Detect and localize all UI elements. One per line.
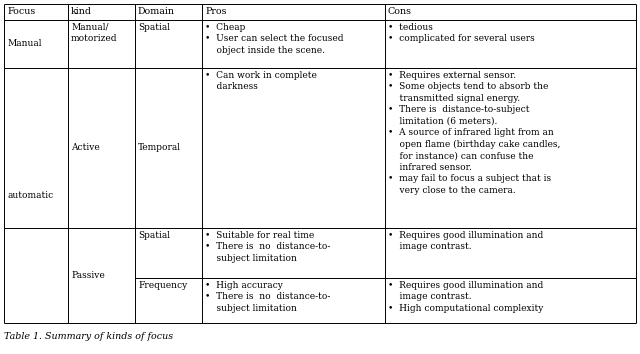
Text: Spatial: Spatial [138, 23, 170, 32]
Text: Spatial: Spatial [138, 231, 170, 240]
Text: Focus: Focus [7, 7, 35, 16]
Text: Temporal: Temporal [138, 143, 181, 153]
Text: automatic: automatic [7, 191, 53, 200]
Text: •  High accuracy
•  There is  no  distance-to-
    subject limitation: • High accuracy • There is no distance-t… [205, 281, 330, 313]
Text: •  Requires good illumination and
    image contrast.
•  High computational comp: • Requires good illumination and image c… [388, 281, 543, 313]
Text: Table 1. Summary of kinds of focus: Table 1. Summary of kinds of focus [4, 332, 173, 341]
Text: kind: kind [71, 7, 92, 16]
Text: Manual/
motorized: Manual/ motorized [71, 23, 118, 44]
Text: Passive: Passive [71, 271, 105, 280]
Text: •  tedious
•  complicated for several users: • tedious • complicated for several user… [388, 23, 535, 44]
Text: •  Requires good illumination and
    image contrast.: • Requires good illumination and image c… [388, 231, 543, 251]
Text: •  Suitable for real time
•  There is  no  distance-to-
    subject limitation: • Suitable for real time • There is no d… [205, 231, 330, 263]
Text: Frequency: Frequency [138, 281, 188, 290]
Text: •  Requires external sensor.
•  Some objects tend to absorb the
    transmitted : • Requires external sensor. • Some objec… [388, 71, 561, 195]
Text: Manual: Manual [7, 40, 42, 48]
Text: Active: Active [71, 143, 100, 153]
Text: Cons: Cons [388, 7, 412, 16]
Text: Domain: Domain [138, 7, 175, 16]
Text: •  Cheap
•  User can select the focused
    object inside the scene.: • Cheap • User can select the focused ob… [205, 23, 344, 55]
Text: •  Can work in complete
    darkness: • Can work in complete darkness [205, 71, 317, 91]
Text: Pros: Pros [205, 7, 227, 16]
